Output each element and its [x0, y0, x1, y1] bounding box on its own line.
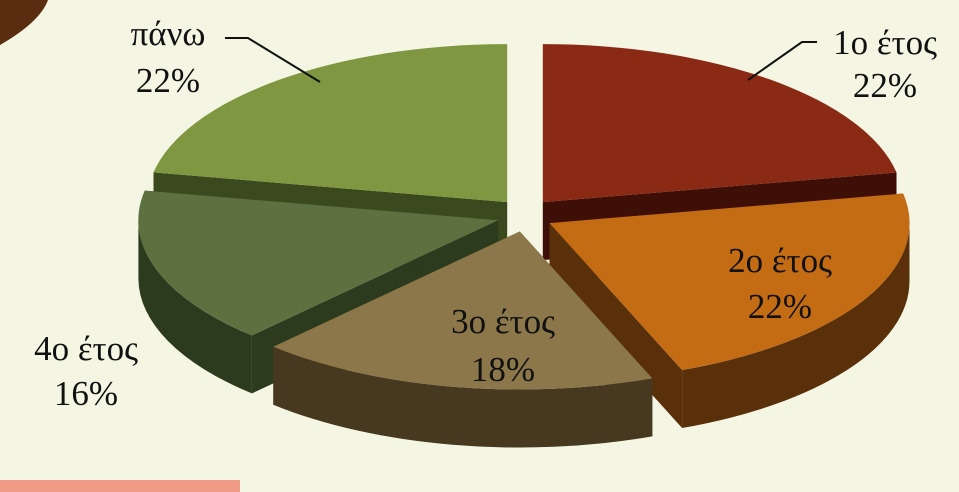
- pie-slice-1-top: [542, 44, 897, 203]
- pie-slice-5-top: [153, 44, 508, 203]
- pie-slice-4-top: [138, 190, 499, 336]
- pie-slice-4-wall: [138, 220, 252, 394]
- label-slice-3-name: 3ο έτος: [451, 302, 555, 341]
- pie-slice-3-wall: [273, 346, 653, 448]
- label-slice-2-value: 22%: [748, 287, 812, 326]
- label-slice-5-value: 22%: [136, 61, 200, 100]
- pie-slice-2-wall: [682, 223, 910, 428]
- bottom-accent-bar: [0, 480, 240, 492]
- pie-slice-2: [549, 193, 910, 428]
- label-slice-1-name: 1ο έτος: [833, 23, 937, 62]
- leader-line-5: [225, 37, 321, 83]
- corner-accent: [0, 0, 48, 45]
- label-slice-1-value: 22%: [853, 66, 917, 105]
- label-slice-5-name: πάνω: [131, 14, 206, 53]
- pie-slice-3-top: [273, 231, 653, 390]
- leader-line-1: [747, 41, 817, 81]
- label-slice-2-name: 2ο έτος: [728, 241, 832, 280]
- pie-slice-2-top: [549, 193, 910, 370]
- label-slice-4-value: 16%: [54, 374, 118, 413]
- label-slice-4-name: 4ο έτος: [34, 329, 138, 368]
- label-slice-3-value: 18%: [471, 350, 535, 389]
- pie-slice-3: [273, 231, 653, 448]
